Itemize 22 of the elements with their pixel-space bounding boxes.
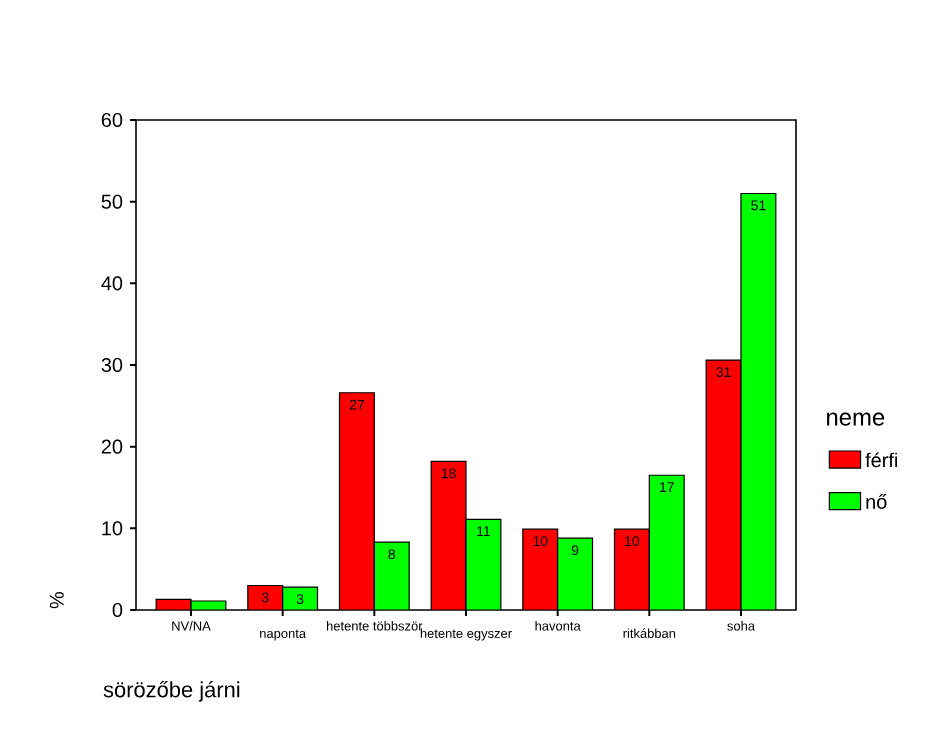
bar <box>522 529 558 610</box>
bar <box>431 461 466 610</box>
bar <box>649 475 685 610</box>
legend-label: nő <box>866 494 887 509</box>
bar <box>339 392 375 610</box>
bar <box>705 359 742 610</box>
bar <box>740 192 777 610</box>
y-tick-label: 20 <box>101 439 123 454</box>
y-tick-label: 10 <box>102 521 123 536</box>
y-axis-title: % <box>49 592 64 609</box>
y-tick-label: 30 <box>101 357 123 373</box>
y-tick-label: 0 <box>112 602 123 618</box>
legend-label: férfi <box>865 452 898 468</box>
y-tick-label: 50 <box>101 194 123 209</box>
bar <box>374 542 410 610</box>
y-tick-label: 60 <box>101 112 123 128</box>
y-tick-label: 40 <box>101 276 123 291</box>
bar <box>465 519 501 610</box>
legend-title: neme <box>827 412 885 426</box>
bar <box>557 538 593 610</box>
x-axis-title: sörözőbe járni <box>103 681 240 702</box>
bar <box>614 529 650 610</box>
